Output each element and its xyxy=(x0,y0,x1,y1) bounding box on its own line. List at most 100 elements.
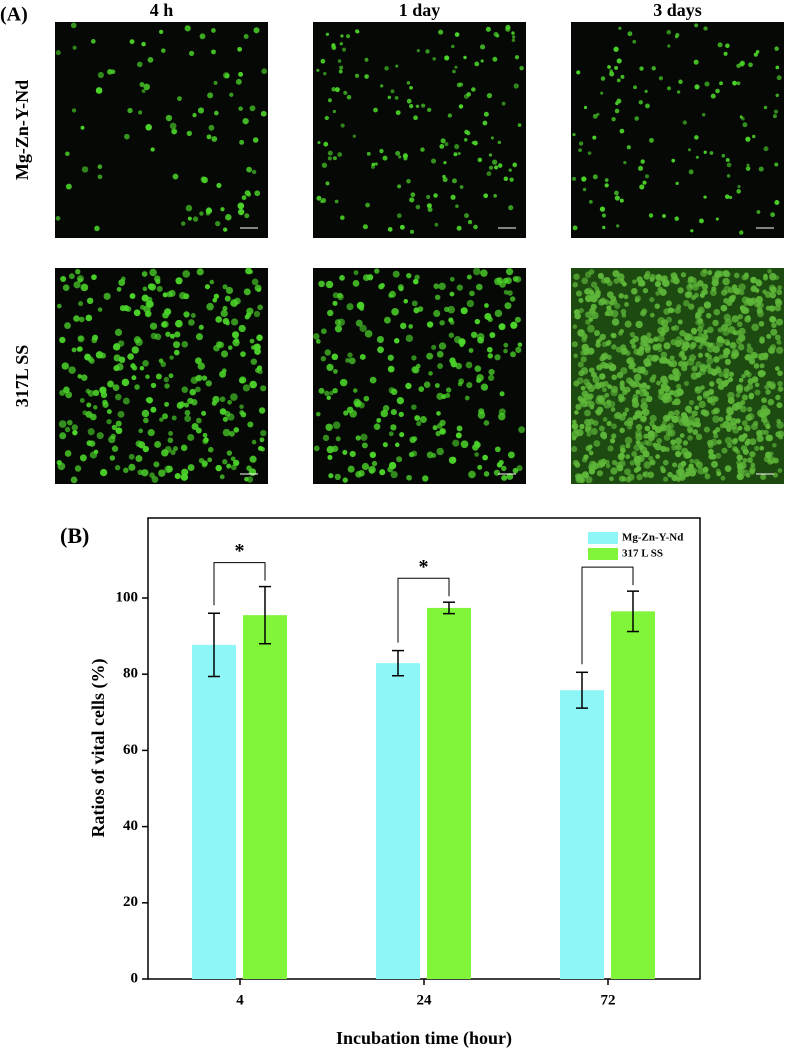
cell xyxy=(576,428,584,437)
cell xyxy=(237,202,245,210)
cell xyxy=(201,410,207,416)
cell xyxy=(639,446,648,454)
cell xyxy=(320,356,327,362)
cell xyxy=(571,341,578,348)
cell xyxy=(574,312,582,320)
cell xyxy=(360,433,368,441)
cell xyxy=(165,331,171,337)
cell xyxy=(626,377,633,384)
cell xyxy=(71,347,77,353)
cell xyxy=(387,227,393,232)
cell xyxy=(452,439,460,447)
cell xyxy=(486,346,493,353)
cell xyxy=(725,158,730,162)
cell xyxy=(687,428,693,434)
cell xyxy=(347,465,355,473)
cell xyxy=(732,446,738,452)
cell xyxy=(158,358,164,364)
cell xyxy=(715,452,722,459)
cell xyxy=(581,277,589,285)
cell xyxy=(695,372,702,378)
cell xyxy=(709,395,717,403)
cell xyxy=(483,193,489,199)
cell xyxy=(737,425,743,431)
cell xyxy=(156,285,163,292)
cell xyxy=(249,105,256,112)
cell xyxy=(688,399,695,406)
cell xyxy=(721,447,728,454)
cell xyxy=(519,65,524,71)
cell xyxy=(703,301,712,309)
cell xyxy=(68,366,76,374)
cell xyxy=(609,71,615,77)
cell xyxy=(624,407,630,413)
x-tick-label: 24 xyxy=(417,992,433,1008)
cell xyxy=(442,174,446,179)
cell xyxy=(200,176,207,182)
cell xyxy=(107,380,114,388)
cell xyxy=(72,45,77,50)
cell xyxy=(613,278,620,284)
cell xyxy=(614,108,620,114)
cell xyxy=(649,420,655,427)
cell xyxy=(390,409,397,416)
cell xyxy=(93,405,98,410)
cell xyxy=(313,445,320,452)
cell xyxy=(355,319,363,327)
cell xyxy=(453,152,458,157)
micrograph xyxy=(571,268,785,484)
cell xyxy=(114,393,122,401)
cell xyxy=(238,106,243,111)
cell xyxy=(79,454,87,462)
cell xyxy=(134,384,140,390)
cell xyxy=(249,455,257,463)
cell xyxy=(759,336,765,342)
cell xyxy=(179,291,187,300)
cell xyxy=(649,297,655,303)
cell xyxy=(711,279,719,287)
cell xyxy=(464,213,470,219)
cell xyxy=(663,476,669,482)
cell xyxy=(725,43,730,49)
cell xyxy=(332,368,338,374)
cell xyxy=(676,477,681,482)
cell xyxy=(610,332,616,338)
cell xyxy=(70,476,78,484)
cell xyxy=(436,392,444,400)
cell xyxy=(332,387,338,394)
cell xyxy=(411,404,417,410)
cell xyxy=(641,410,646,415)
cell xyxy=(260,446,265,452)
cell xyxy=(767,268,772,274)
cell xyxy=(745,166,751,171)
y-tick-label: 40 xyxy=(123,818,138,834)
cell xyxy=(445,387,452,393)
cell xyxy=(125,306,132,312)
cell xyxy=(436,350,444,358)
cell xyxy=(777,386,784,392)
cell xyxy=(776,418,782,424)
cell xyxy=(388,431,394,437)
cell xyxy=(697,332,703,338)
cell xyxy=(662,415,669,422)
cell xyxy=(324,390,330,396)
cell xyxy=(592,135,597,140)
cell xyxy=(585,382,593,389)
cell xyxy=(237,46,243,52)
cell xyxy=(238,324,246,333)
cell xyxy=(623,294,629,300)
cell xyxy=(78,301,84,307)
cell xyxy=(605,463,611,469)
cell xyxy=(332,300,338,306)
cell xyxy=(340,215,345,220)
cell xyxy=(352,279,360,287)
cell xyxy=(201,375,208,381)
cell xyxy=(331,87,336,92)
cell xyxy=(142,445,149,453)
cell xyxy=(174,473,181,480)
cell xyxy=(139,82,145,88)
cell xyxy=(738,283,746,292)
cell xyxy=(227,413,235,421)
cell xyxy=(735,392,741,398)
cell xyxy=(138,110,143,115)
